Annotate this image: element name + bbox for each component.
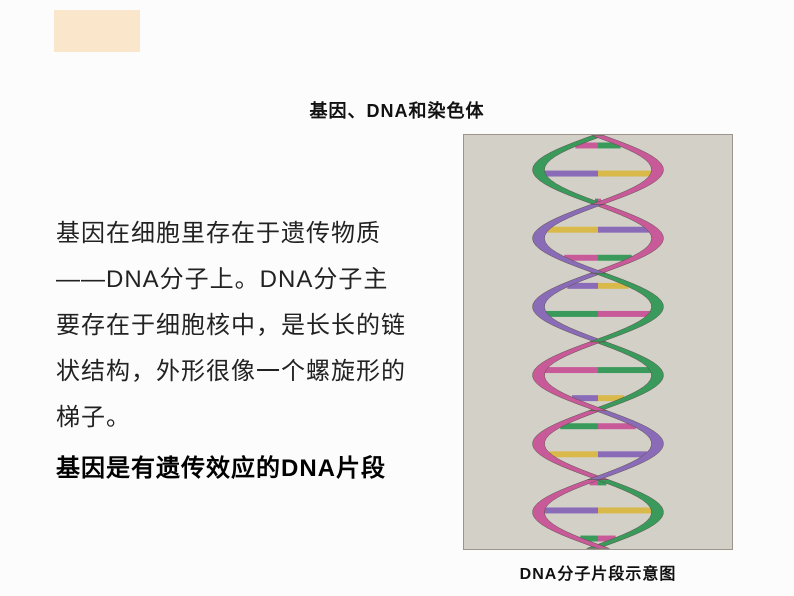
accent-block xyxy=(54,10,140,52)
dna-diagram xyxy=(463,134,733,550)
figure-caption: DNA分子片段示意图 xyxy=(463,560,733,584)
body-paragraph: 基因在细胞里存在于遗传物质——DNA分子上。DNA分子主要存在于细胞核中，是长长… xyxy=(56,211,412,441)
bold-statement: 基因是有遗传效应的DNA片段 xyxy=(56,448,436,483)
page-title: 基因、DNA和染色体 xyxy=(0,97,794,123)
dna-helix-svg xyxy=(464,135,732,549)
